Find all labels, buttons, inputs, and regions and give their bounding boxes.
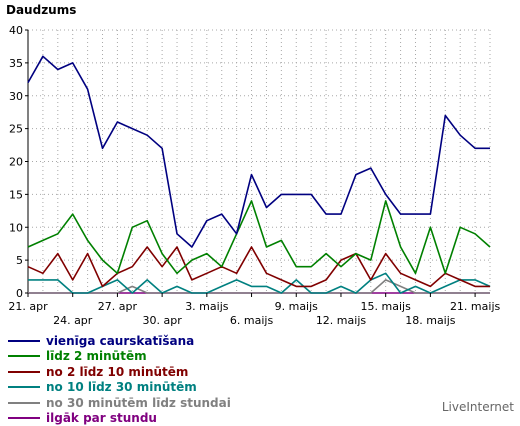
x-tick-label: 21. apr (8, 300, 48, 313)
x-tick-label: 18. maijs (405, 314, 456, 327)
legend-item: ilgāk par stundu (8, 411, 231, 426)
legend-item: no 2 līdz 10 minūtēm (8, 364, 231, 380)
legend-swatch (8, 371, 40, 373)
legend-label: vienīga caurskatīšana (46, 334, 194, 348)
y-tick-label: 20 (9, 156, 23, 169)
x-tick-label: 30. apr (143, 314, 183, 327)
legend-label: no 30 minūtēm līdz stundai (46, 396, 231, 410)
legend-label: līdz 2 minūtēm (46, 349, 147, 363)
y-tick-label: 5 (16, 254, 23, 267)
line-chart: Daudzums 0 5 10 15 20 25 30 35 40 21. apr 27. apr… (0, 0, 520, 330)
y-tick-label: 15 (9, 188, 23, 201)
y-tick-label: 0 (16, 287, 23, 300)
legend-swatch (8, 386, 40, 388)
legend-swatch (8, 355, 40, 357)
x-tick-label: 15. maijs (361, 300, 412, 313)
y-tick-label: 35 (9, 57, 23, 70)
legend-label: ilgāk par stundu (46, 411, 157, 425)
legend-label: no 2 līdz 10 minūtēm (46, 365, 188, 379)
x-tick-label: 3. maijs (185, 300, 229, 313)
y-tick-label: 30 (9, 90, 23, 103)
legend-item: no 30 minūtēm līdz stundai (8, 395, 231, 411)
x-tick-label: 21. maijs (450, 300, 501, 313)
legend-label: no 10 līdz 30 minūtēm (46, 380, 197, 394)
x-tick-label: 24. apr (53, 314, 93, 327)
y-tick-label: 25 (9, 123, 23, 136)
legend-swatch (8, 402, 40, 404)
chart-title: Daudzums (6, 3, 76, 17)
legend-item: vienīga caurskatīšana (8, 333, 231, 349)
legend-swatch (8, 340, 40, 342)
x-tick-label: 9. maijs (275, 300, 319, 313)
y-tick-label: 10 (9, 221, 23, 234)
legend-item: līdz 2 minūtēm (8, 349, 231, 365)
y-tick-label: 40 (9, 24, 23, 37)
brand-label: LiveInternet (442, 400, 514, 414)
x-tick-label: 27. apr (98, 300, 138, 313)
x-tick-label: 12. maijs (316, 314, 367, 327)
legend-item: no 10 līdz 30 minūtēm (8, 380, 231, 396)
x-tick-label: 6. maijs (230, 314, 274, 327)
